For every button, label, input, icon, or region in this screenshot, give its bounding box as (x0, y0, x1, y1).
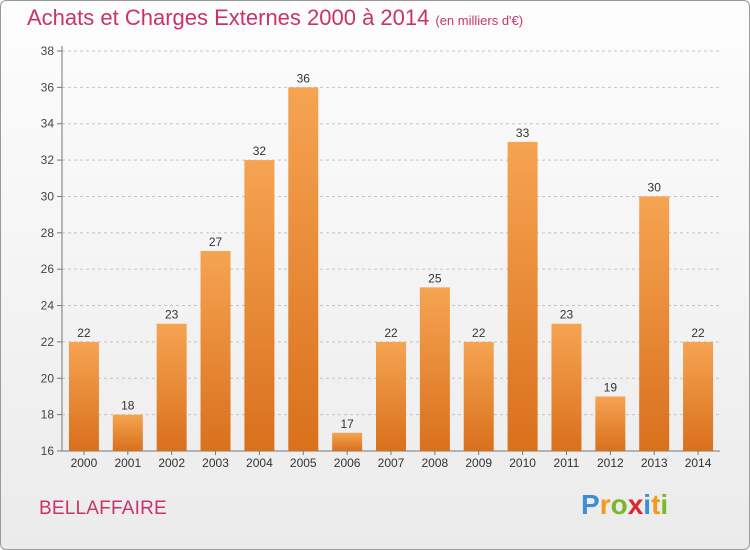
data-label: 30 (648, 180, 662, 194)
data-label: 22 (472, 326, 486, 340)
bar-2009[interactable] (463, 341, 494, 451)
data-label: 32 (253, 144, 267, 158)
x-tick-label: 2001 (114, 456, 141, 470)
x-tick-label: 2003 (202, 456, 229, 470)
bar-2011[interactable] (551, 323, 582, 451)
data-label: 27 (209, 235, 223, 249)
y-tick-label: 26 (41, 262, 55, 276)
logo-letter: t (651, 489, 661, 520)
bar-2000[interactable] (68, 341, 99, 451)
logo-letter: i (643, 489, 652, 520)
x-tick-label: 2005 (290, 456, 317, 470)
y-tick-label: 20 (41, 371, 55, 385)
x-tick-label: 2000 (71, 456, 98, 470)
bars (68, 87, 714, 451)
proxiti-logo[interactable]: Proxiti (581, 489, 668, 521)
y-tick-label: 32 (41, 153, 55, 167)
bar-2010[interactable] (507, 141, 538, 451)
y-tick-labels: 16 18 20 22 24 26 28 30 32 34 36 38 (41, 44, 55, 458)
chart-title-text: Achats et Charges Externes 2000 à 2014 (27, 5, 430, 30)
y-tick-label: 38 (41, 44, 55, 58)
logo-letter: P (581, 489, 600, 520)
y-tick-label: 30 (41, 189, 55, 203)
city-name: BELLAFFAIRE (39, 498, 167, 519)
x-tick-label: 2004 (246, 456, 273, 470)
data-label: 33 (516, 126, 530, 140)
data-label: 23 (165, 308, 179, 322)
chart-subtitle: (en milliers d'€) (435, 13, 524, 28)
data-label: 18 (121, 399, 135, 413)
bar-2004[interactable] (244, 160, 275, 451)
x-tick-labels: 2000 2001 2002 2003 2004 2005 2006 2007 2008 2009… (71, 456, 712, 470)
bar-2014[interactable] (683, 341, 714, 451)
bar-2003[interactable] (200, 251, 231, 451)
bar-2007[interactable] (376, 341, 406, 451)
x-tick-label: 2009 (465, 456, 492, 470)
bar-2001[interactable] (112, 414, 143, 451)
data-labels: 22 18 23 27 32 36 17 22 25 22 33 23 19 30 22 (77, 71, 705, 430)
x-tick-label: 2006 (334, 456, 361, 470)
chart-title: Achats et Charges Externes 2000 à 2014 (e… (27, 5, 523, 31)
x-tick-label: 2013 (641, 456, 668, 470)
y-tick-label: 36 (41, 80, 55, 94)
bar-2005[interactable] (288, 87, 319, 451)
y-tick-label: 28 (41, 226, 55, 240)
logo-letter: o (610, 489, 628, 520)
x-tick-label: 2010 (509, 456, 536, 470)
data-label: 22 (77, 326, 91, 340)
data-label: 22 (384, 326, 398, 340)
x-tick-label: 2014 (685, 456, 712, 470)
x-tick-label: 2002 (158, 456, 185, 470)
logo-letter: x (627, 489, 644, 520)
x-tick-label: 2012 (597, 456, 624, 470)
data-label: 36 (297, 71, 311, 85)
bar-2008[interactable] (419, 287, 450, 451)
y-tick-label: 22 (41, 335, 55, 349)
data-label: 17 (340, 417, 354, 431)
data-label: 25 (428, 271, 442, 285)
y-tick-label: 24 (41, 299, 55, 313)
logo-letter: r (599, 489, 611, 520)
x-tick-label: 2008 (422, 456, 449, 470)
x-tick-label: 2007 (378, 456, 405, 470)
logo-letter: i (660, 489, 669, 520)
y-tick-label: 16 (41, 444, 55, 458)
y-tick-label: 34 (41, 117, 55, 131)
x-tick-label: 2011 (554, 456, 580, 470)
data-label: 23 (560, 308, 574, 322)
y-tick-label: 18 (41, 408, 55, 422)
bar-2012[interactable] (595, 396, 626, 451)
bar-2002[interactable] (156, 323, 187, 451)
data-label: 22 (691, 326, 705, 340)
data-label: 19 (604, 380, 618, 394)
bar-2006[interactable] (332, 432, 363, 451)
bar-2013[interactable] (639, 196, 670, 451)
